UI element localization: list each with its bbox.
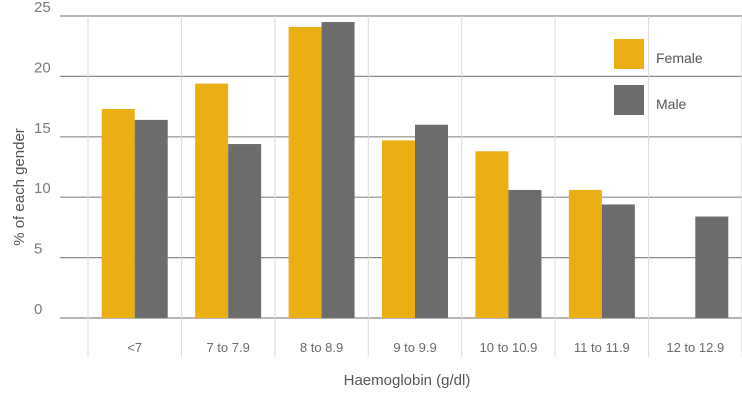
- gridlines: [60, 15, 742, 357]
- bar-male-0: [134, 119, 168, 318]
- bar-female-5: [568, 189, 602, 318]
- x-category-label: 8 to 8.9: [300, 340, 343, 355]
- y-axis-label: % of each gender: [11, 128, 28, 246]
- x-category-labels: <7 7 to 7.9 8 to 8.9 9 to 9.9 10 to 10.9 11 t…: [127, 340, 724, 355]
- y-tick-label: 5: [34, 241, 42, 258]
- legend-swatch-male: [614, 85, 644, 115]
- bar-male-1: [228, 144, 262, 318]
- bar-female-2: [288, 26, 322, 318]
- legend: Female Male: [614, 39, 703, 115]
- bar-female-0: [101, 109, 135, 319]
- bar-male-5: [601, 204, 635, 318]
- y-tick-labels: 0 5 10 15 20 25: [34, 0, 51, 318]
- bar-male-6: [695, 216, 729, 318]
- x-category-label: <7: [127, 340, 142, 355]
- bars: [101, 22, 729, 319]
- bar-male-3: [415, 124, 448, 318]
- x-category-label: 7 to 7.9: [206, 340, 249, 355]
- y-tick-label: 10: [34, 180, 51, 197]
- y-tick-label: 25: [34, 0, 51, 16]
- bar-male-2: [321, 22, 355, 318]
- x-category-label: 12 to 12.9: [666, 340, 724, 355]
- x-axis-label: Haemoglobin (g/dl): [344, 372, 471, 389]
- x-category-label: 10 to 10.9: [480, 340, 538, 355]
- y-tick-label: 20: [34, 59, 51, 76]
- legend-label-male: Male: [656, 96, 687, 112]
- legend-label-female: Female: [656, 50, 703, 66]
- y-tick-label: 15: [34, 120, 51, 137]
- x-category-label: 9 to 9.9: [393, 340, 436, 355]
- legend-swatch-female: [614, 39, 644, 69]
- bar-female-3: [382, 140, 415, 318]
- bar-female-4: [475, 151, 509, 318]
- bar-female-1: [195, 83, 229, 318]
- y-tick-label: 0: [34, 301, 42, 318]
- bar-male-4: [508, 189, 542, 318]
- x-category-label: 11 to 11.9: [574, 340, 630, 355]
